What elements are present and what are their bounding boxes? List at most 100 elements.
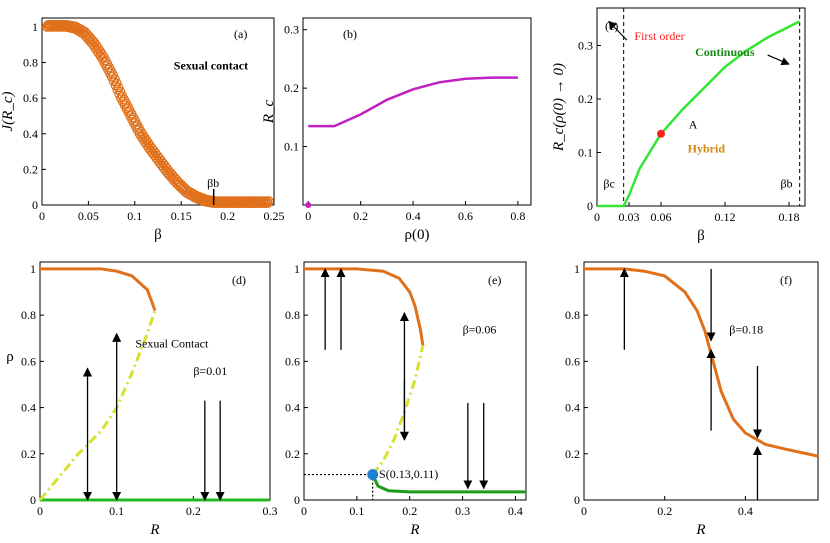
x-tick-label: 0.3: [263, 504, 278, 518]
x-tick-label: 0.4: [508, 504, 523, 518]
y-axis-label: R_c(ρ(0) → 0): [551, 63, 567, 152]
y-tick-label: 0: [574, 493, 580, 507]
x-tick-label: 0.6: [458, 209, 473, 223]
y-tick-label: 0.8: [285, 308, 300, 322]
annotation-label: β=0.18: [729, 323, 763, 337]
panel-e: 0 0.1 0.2 0.3 0.4 0 0.2 0.4 0.6 0.8 1 (e) β=0.06 S(0.…: [285, 261, 527, 538]
panel-label: (e): [488, 273, 501, 287]
x-tick-label: 0.05: [78, 209, 99, 223]
panel-f: 0 0.2 0.4 0 0.2 0.4 0.6 0.8 1 (f) β=0.18 R: [565, 261, 819, 538]
rc-curve: [597, 20, 801, 208]
x-tick-label: 0: [37, 504, 43, 518]
panel-d: 0 0.1 0.2 0.3 0 0.2 0.4 0.6 0.8 1 (d) Sexual Contac…: [6, 261, 278, 538]
annotation-label: β=0.06: [463, 323, 497, 337]
annotation-label: βb: [207, 176, 219, 190]
x-axis-label: β: [154, 227, 162, 243]
unstable-branch: [371, 344, 425, 476]
data-point: [115, 86, 126, 97]
x-tick-label: 0.25: [264, 209, 285, 223]
panel-label: (c): [605, 19, 618, 33]
y-tick-label: 0.6: [21, 354, 36, 368]
point-a: [657, 129, 665, 138]
annotation-label: Sexual contact: [174, 59, 248, 73]
x-tick-label: 0.4: [738, 504, 753, 518]
data-point: [112, 78, 122, 88]
annotation-label: A: [689, 117, 698, 131]
stable-high-branch: [304, 267, 425, 346]
y-tick-label: 0.2: [21, 447, 36, 461]
x-tick-label: 0.1: [127, 209, 142, 223]
y-tick-label: 0.6: [565, 354, 580, 368]
data-point: [108, 69, 118, 80]
y-tick-label: 0.6: [285, 354, 300, 368]
panel-label: (a): [234, 27, 247, 41]
panel-b: 0 0.2 0.4 0.6 0.8 0.1 0.2 0.3 (b) ρ(0) R_c: [261, 17, 532, 243]
x-tick-label: 0.4: [406, 209, 421, 223]
y-tick-label: 0.1: [284, 140, 299, 154]
x-tick-label: 0: [594, 210, 600, 224]
plot-frame: [596, 7, 806, 207]
annotation-label: βb: [780, 176, 792, 190]
x-tick-label: 0.15: [171, 209, 192, 223]
x-tick-label: 0.2: [402, 504, 417, 518]
annotation-label: β=0.01: [193, 364, 227, 378]
y-tick-label: 1: [294, 262, 300, 276]
plot-frame: [41, 17, 275, 206]
y-tick-label: 0.4: [21, 401, 36, 415]
x-tick-label: 0.1: [109, 504, 124, 518]
stable-low-branch: [371, 473, 526, 494]
origin-point: [305, 202, 312, 208]
stable-branch: [584, 267, 819, 458]
plot-frame: [302, 17, 532, 206]
annotation-label: Sexual Contact: [135, 336, 209, 350]
x-tick-label: 0.06: [651, 210, 672, 224]
direction-arrow: [608, 20, 628, 41]
direction-arrow: [767, 54, 790, 66]
y-tick-label: 0.4: [285, 401, 300, 415]
x-tick-label: 0: [301, 504, 307, 518]
panel-a: 0 0.05 0.1 0.15 0.2 0.25 0 0.2 0.4 0.6 0.8 1 (a) Sexu…: [0, 17, 285, 243]
x-tick-label: 0.12: [715, 210, 736, 224]
x-tick-label: 0: [305, 209, 311, 223]
y-axis-label: R_c: [261, 100, 277, 125]
y-tick-label: 0.2: [565, 447, 580, 461]
x-tick-label: 0.2: [186, 504, 201, 518]
plot-frame: [303, 261, 527, 501]
y-tick-label: 0: [587, 199, 593, 213]
panel-label: (d): [232, 273, 246, 287]
y-tick-label: 0.4: [23, 127, 38, 141]
x-axis-label: β: [697, 228, 705, 244]
y-axis-label: J(R_c): [0, 92, 16, 132]
y-tick-label: 0.8: [23, 56, 38, 70]
data-point: [262, 198, 273, 209]
annotation-label: First order: [634, 29, 684, 43]
annotation-label: S(0.13,0.11): [379, 467, 438, 481]
x-tick-label: 0: [581, 504, 587, 518]
data-point: [110, 74, 120, 84]
x-tick-label: 0.18: [779, 210, 800, 224]
panel-label: (b): [343, 27, 357, 41]
y-tick-label: 0: [294, 493, 300, 507]
x-tick-label: 0.2: [220, 209, 235, 223]
y-tick-label: 0.2: [578, 92, 593, 106]
panel-label: (f): [780, 273, 792, 287]
y-tick-label: 0.2: [284, 81, 299, 95]
y-tick-label: 1: [32, 20, 38, 34]
y-tick-label: 0.2: [285, 447, 300, 461]
annotation-label: Hybrid: [688, 141, 726, 155]
saddle-point: [367, 469, 379, 481]
x-axis-label: R: [409, 522, 419, 538]
x-tick-label: 0.1: [349, 504, 364, 518]
y-tick-label: 1: [574, 262, 580, 276]
y-tick-label: 1: [30, 262, 36, 276]
x-axis-label: R: [695, 522, 705, 538]
y-tick-label: 0: [30, 493, 36, 507]
y-tick-label: 0.4: [565, 401, 580, 415]
y-tick-label: 0.6: [23, 91, 38, 105]
y-tick-label: 0.2: [23, 162, 38, 176]
x-axis-label: R: [149, 522, 159, 538]
data-point: [264, 196, 274, 206]
x-tick-label: 0.8: [510, 209, 525, 223]
x-axis-label: ρ(0): [405, 227, 430, 243]
